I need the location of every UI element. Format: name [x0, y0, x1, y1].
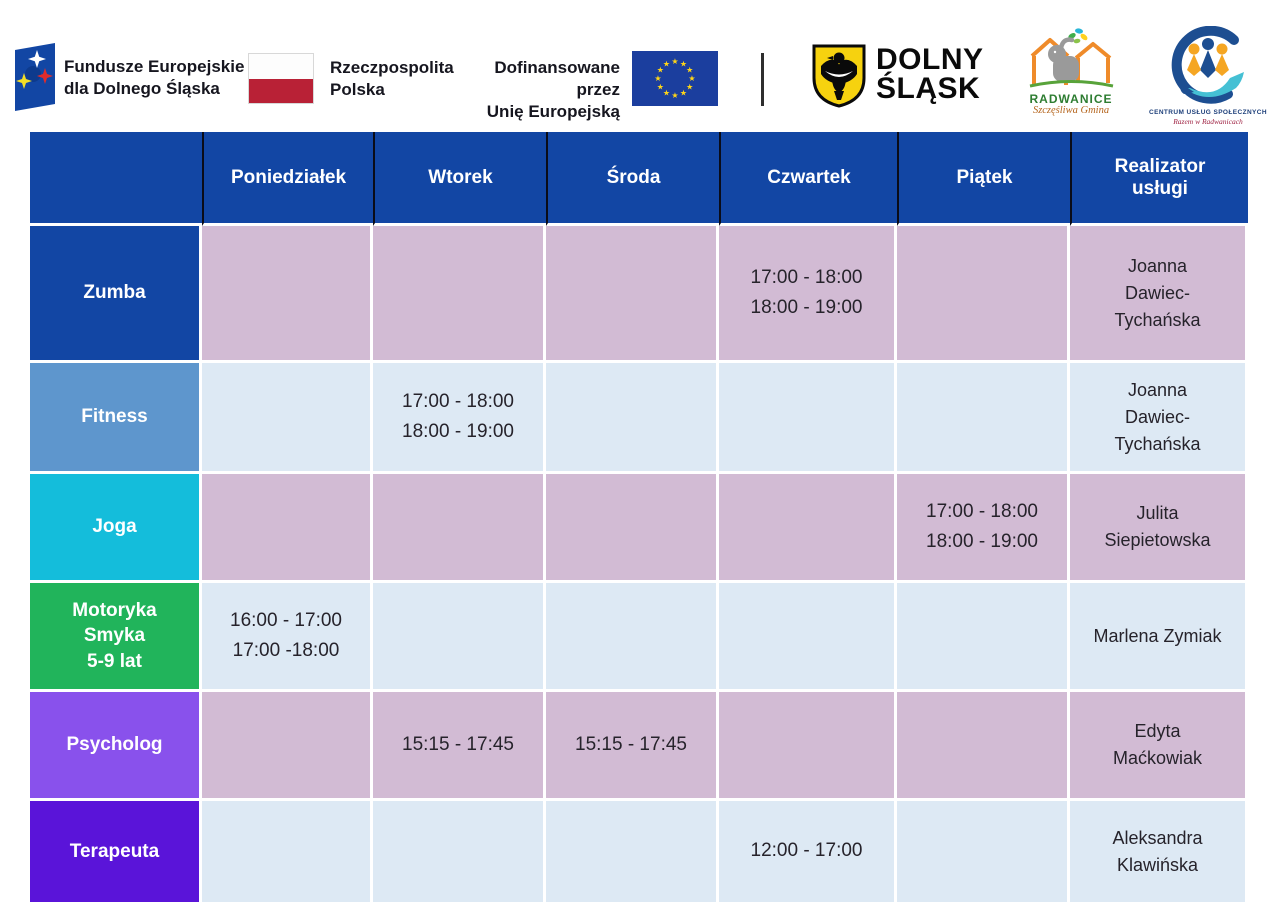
column-header-provider: Realizator usługi	[1070, 132, 1248, 226]
cell-psycholog-tuesday: 15:15 - 17:45	[373, 692, 546, 801]
column-header-monday: Poniedziałek	[202, 132, 373, 226]
row-label-joga: Joga	[30, 474, 202, 583]
cell-terapeuta-tuesday	[373, 801, 546, 905]
cell-motoryka-thursday	[719, 583, 897, 692]
cell-fitness-tuesday: 17:00 - 18:00 18:00 - 19:00	[373, 363, 546, 474]
svg-text:★: ★	[686, 83, 693, 92]
logo-band: Fundusze Europejskie dla Dolnego Śląska …	[0, 0, 1280, 132]
cell-fitness-monday	[202, 363, 373, 474]
radwanice-tagline: Szczęśliwa Gmina	[1032, 105, 1110, 116]
cell-terapeuta-wednesday	[546, 801, 719, 905]
cell-psycholog-provider: Edyta Maćkowiak	[1070, 692, 1248, 801]
svg-text:★: ★	[663, 59, 670, 68]
cell-motoryka-friday	[897, 583, 1070, 692]
cell-zumba-tuesday	[373, 226, 546, 363]
svg-text:★: ★	[671, 57, 678, 66]
cell-motoryka-tuesday	[373, 583, 546, 692]
rzeczpospolita-polska-label: Rzeczpospolita Polska	[330, 58, 454, 99]
cell-joga-provider: Julita Siepietowska	[1070, 474, 1248, 583]
cus-icon	[1171, 26, 1244, 104]
svg-text:★: ★	[654, 74, 661, 83]
row-label-psycholog: Psycholog	[30, 692, 202, 801]
cell-zumba-thursday: 17:00 - 18:00 18:00 - 19:00	[719, 226, 897, 363]
eu-flag-icon: ★ ★★ ★★★ ★★★ ★★★	[632, 51, 718, 106]
dolny-slask-crest-icon	[812, 44, 866, 108]
fundusze-europejskie-icon	[15, 43, 55, 111]
cell-fitness-thursday	[719, 363, 897, 474]
eu-funding-label: Dofinansowane przez Unię Europejską	[486, 58, 620, 121]
cell-psycholog-monday	[202, 692, 373, 801]
cell-fitness-provider: Joanna Dawiec- Tychańska	[1070, 363, 1248, 474]
cell-joga-friday: 17:00 - 18:00 18:00 - 19:00	[897, 474, 1070, 583]
cell-joga-monday	[202, 474, 373, 583]
svg-text:★: ★	[688, 74, 695, 83]
cell-psycholog-friday	[897, 692, 1070, 801]
svg-text:★: ★	[657, 83, 664, 92]
radwanice-label: RADWANICE	[1029, 92, 1113, 106]
cus-name-label: CENTRUM USŁUG SPOŁECZNYCH	[1149, 109, 1267, 116]
cell-terapeuta-friday	[897, 801, 1070, 905]
cell-motoryka-monday: 16:00 - 17:00 17:00 -18:00	[202, 583, 373, 692]
svg-text:★: ★	[657, 66, 664, 75]
dolny-slask-label: DOLNY ŚLĄSK	[876, 43, 984, 105]
fundusze-europejskie-label: Fundusze Europejskie dla Dolnego Śląska	[64, 57, 245, 98]
cell-psycholog-thursday	[719, 692, 897, 801]
corner-cell	[30, 132, 202, 226]
cell-psycholog-wednesday: 15:15 - 17:45	[546, 692, 719, 801]
cell-motoryka-wednesday	[546, 583, 719, 692]
cell-fitness-wednesday	[546, 363, 719, 474]
cell-terapeuta-provider: Aleksandra Klawińska	[1070, 801, 1248, 905]
schedule-table: Poniedziałek Wtorek Środa Czwartek Piąte…	[30, 132, 1248, 905]
row-label-terapeuta: Terapeuta	[30, 801, 202, 905]
row-label-fitness: Fitness	[30, 363, 202, 474]
cell-zumba-friday	[897, 226, 1070, 363]
poland-flag-icon	[248, 53, 314, 104]
cus-tagline: Razem w Radwanicach	[1173, 117, 1243, 126]
column-header-wednesday: Środa	[546, 132, 719, 226]
radwanice-icon	[1029, 28, 1114, 88]
svg-text:★: ★	[686, 66, 693, 75]
svg-text:★: ★	[680, 89, 687, 98]
cell-zumba-monday	[202, 226, 373, 363]
cell-terapeuta-thursday: 12:00 - 17:00	[719, 801, 897, 905]
cell-fitness-friday	[897, 363, 1070, 474]
column-header-thursday: Czwartek	[719, 132, 897, 226]
divider	[761, 53, 764, 106]
column-header-friday: Piątek	[897, 132, 1070, 226]
svg-text:★: ★	[671, 91, 678, 100]
cell-zumba-wednesday	[546, 226, 719, 363]
cell-joga-tuesday	[373, 474, 546, 583]
cell-zumba-provider: Joanna Dawiec- Tychańska	[1070, 226, 1248, 363]
svg-text:★: ★	[663, 89, 670, 98]
svg-text:★: ★	[680, 59, 687, 68]
cell-terapeuta-monday	[202, 801, 373, 905]
cell-motoryka-provider: Marlena Zymiak	[1070, 583, 1248, 692]
cell-joga-wednesday	[546, 474, 719, 583]
row-label-motoryka: Motoryka Smyka 5-9 lat	[30, 583, 202, 692]
column-header-tuesday: Wtorek	[373, 132, 546, 226]
cell-joga-thursday	[719, 474, 897, 583]
row-label-zumba: Zumba	[30, 226, 202, 363]
